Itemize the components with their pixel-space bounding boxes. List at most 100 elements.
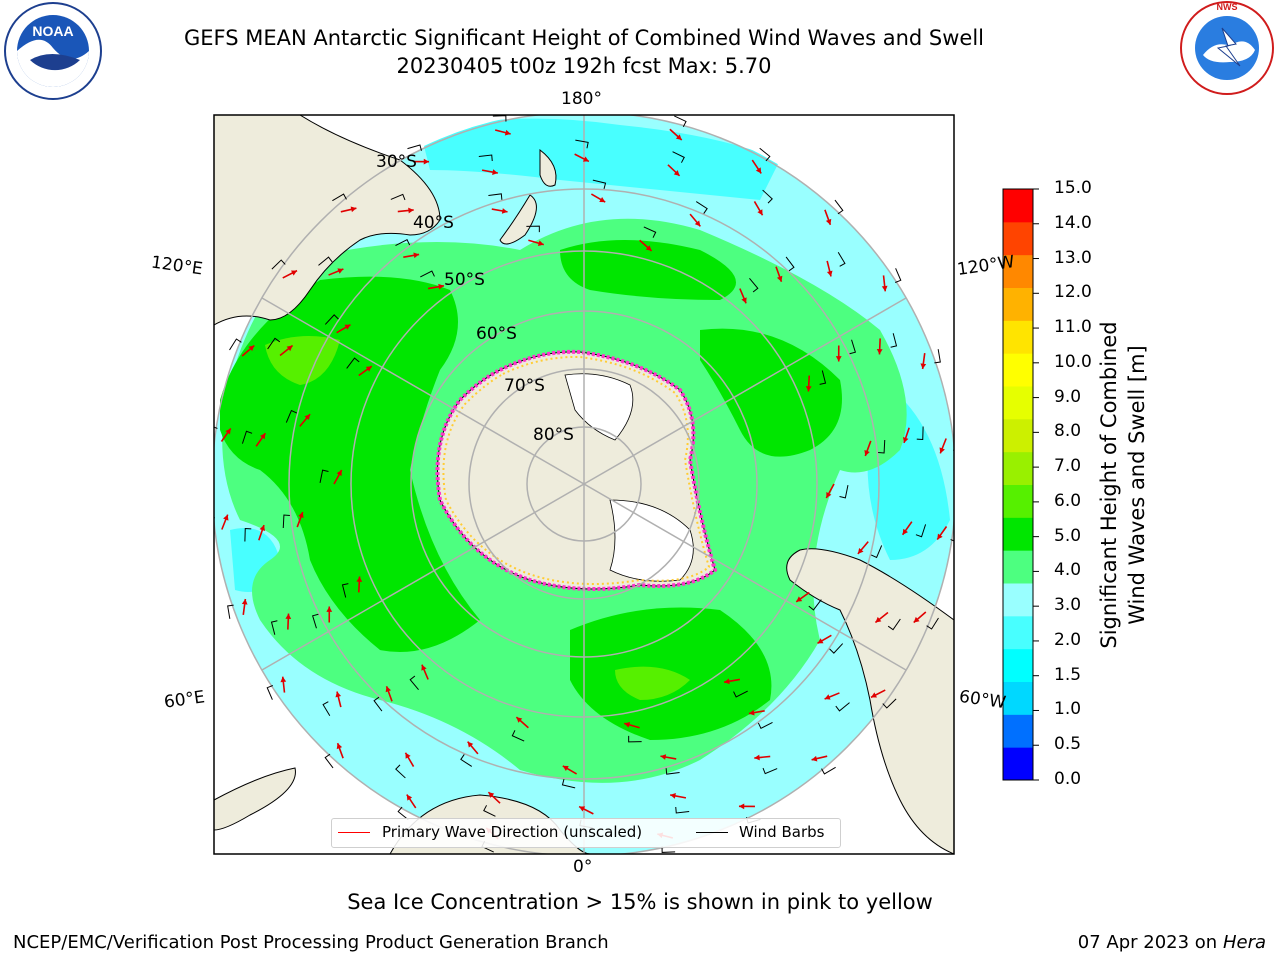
wave-arrow-head xyxy=(755,167,762,174)
wave-arrow-head xyxy=(826,492,832,499)
wave-arrow-head xyxy=(694,220,701,227)
wave-arrow-head xyxy=(599,196,606,203)
colorbar-tick-label: 4.0 xyxy=(1054,560,1082,581)
australia-land xyxy=(214,115,441,326)
wind-barb xyxy=(837,252,846,267)
colorbar-tick-label: 1.0 xyxy=(1054,699,1082,720)
wave-arrow-head xyxy=(516,717,523,723)
meridians xyxy=(261,115,907,854)
wind-barb xyxy=(950,539,954,542)
wind-barb xyxy=(882,698,897,709)
wind-barb xyxy=(460,754,473,767)
wave-arrow-head xyxy=(259,525,266,531)
noaa-logo: NOAA xyxy=(4,2,102,100)
wind-barb xyxy=(561,778,576,789)
chart-subtitle: 20230405 t00z 192h fcst Max: 5.70 xyxy=(396,54,772,78)
wave-arrow-head xyxy=(280,676,287,683)
new-zealand-land xyxy=(539,148,557,187)
wind-barb xyxy=(229,338,242,351)
wind-barb xyxy=(829,643,844,654)
wind-barb xyxy=(373,696,383,712)
colorbar-tick-label: 8.0 xyxy=(1054,421,1082,442)
colorbar-tick-label: 2.0 xyxy=(1054,629,1082,650)
wave-arrow-head xyxy=(304,414,311,421)
wave-arrow-head xyxy=(673,170,680,176)
colorbar-label-line2: Wind Waves and Swell [m] xyxy=(1125,345,1149,625)
wind-barb xyxy=(397,806,409,821)
wind-barb xyxy=(390,193,406,201)
wind-barb xyxy=(318,256,333,266)
colorbar-label-line1: Significant Height of Combined xyxy=(1097,321,1121,649)
wave-arrow-head xyxy=(406,794,413,801)
map-border xyxy=(213,114,955,855)
wave-arrow-head xyxy=(748,709,755,716)
wind-barb xyxy=(319,469,329,483)
wind-barb xyxy=(733,690,748,698)
wind-barb xyxy=(312,613,319,629)
map-legend: Primary Wave Direction (unscaled) Wind B… xyxy=(331,818,841,848)
wave-arrow-head xyxy=(881,285,888,292)
wave-arrow-head xyxy=(579,806,586,812)
wind-barb xyxy=(895,268,902,283)
new-zealand-land xyxy=(499,194,537,245)
chart-title: GEFS MEAN Antarctic Significant Height o… xyxy=(183,26,985,50)
wave-arrow-head xyxy=(350,206,357,213)
wind-barb xyxy=(407,144,422,151)
wave-arrow-head xyxy=(826,270,833,277)
colorbar-tick-label: 13.0 xyxy=(1054,247,1092,268)
wind-barb xyxy=(762,189,773,204)
wind-barb xyxy=(395,764,406,779)
colorbar-tick-label: 9.0 xyxy=(1054,386,1082,407)
colorbar-tick-label: 14.0 xyxy=(1054,212,1092,233)
colorbar-bin xyxy=(1003,615,1033,650)
wave-arrow-head xyxy=(405,752,411,759)
sea-ice-edge-inner xyxy=(442,355,711,585)
wave-arrow-head xyxy=(285,613,292,619)
wave-field-patch xyxy=(420,118,780,200)
wave-arrow-head xyxy=(344,324,351,330)
wave-arrow-head xyxy=(537,240,544,246)
wind-barb xyxy=(661,846,676,853)
legend-barb-label: Wind Barbs xyxy=(739,823,825,841)
wind-barb xyxy=(395,238,411,247)
wind-barb xyxy=(270,620,278,635)
footer-credit: NCEP/EMC/Verification Post Processing Pr… xyxy=(13,932,609,953)
wind-barb xyxy=(420,270,435,278)
wave-arrow-head xyxy=(423,158,430,165)
wave-field-4m xyxy=(700,328,842,457)
wave-arrow-head xyxy=(864,450,870,456)
wave-arrow-head xyxy=(796,596,803,602)
wind-barb xyxy=(511,730,525,742)
lon-label-0: 0° xyxy=(573,857,593,877)
svg-text:NWS: NWS xyxy=(1217,2,1238,12)
wave-arrow-head xyxy=(876,349,883,355)
wave-arrow-head xyxy=(291,270,298,276)
lat-label-80s: 80°S xyxy=(533,425,574,445)
wave-arrow-head xyxy=(776,275,783,282)
wind-barb xyxy=(915,524,927,538)
colorbar-bin xyxy=(1003,320,1033,354)
colorbar-tick-label: 3.0 xyxy=(1054,595,1082,616)
wind-barb xyxy=(878,439,886,454)
wave-arrow-head xyxy=(241,598,248,605)
wave-arrow-head xyxy=(286,345,293,352)
footer-date-text: 07 Apr 2023 on xyxy=(1077,932,1223,953)
wind-barb xyxy=(267,337,281,350)
wave-arrow-head xyxy=(817,638,824,644)
wind-barb xyxy=(282,514,290,529)
wind-barb xyxy=(757,721,773,730)
colorbar-label: Significant Height of Combined Wind Wave… xyxy=(1095,305,1161,665)
wave-arrow-head xyxy=(223,514,229,521)
wave-arrow-head xyxy=(336,743,343,750)
wave-field-5m xyxy=(615,666,690,700)
wind-barb xyxy=(643,226,657,238)
wave-arrow-head xyxy=(645,245,652,251)
wave-arrow-head xyxy=(875,616,882,623)
wave-arrow-head xyxy=(857,547,864,554)
wind-barb xyxy=(526,225,540,233)
colorbar-bin xyxy=(1003,550,1033,584)
wave-arrow-head xyxy=(670,793,676,799)
wave-arrow-head xyxy=(741,297,747,304)
wave-arrow-head xyxy=(724,678,730,685)
